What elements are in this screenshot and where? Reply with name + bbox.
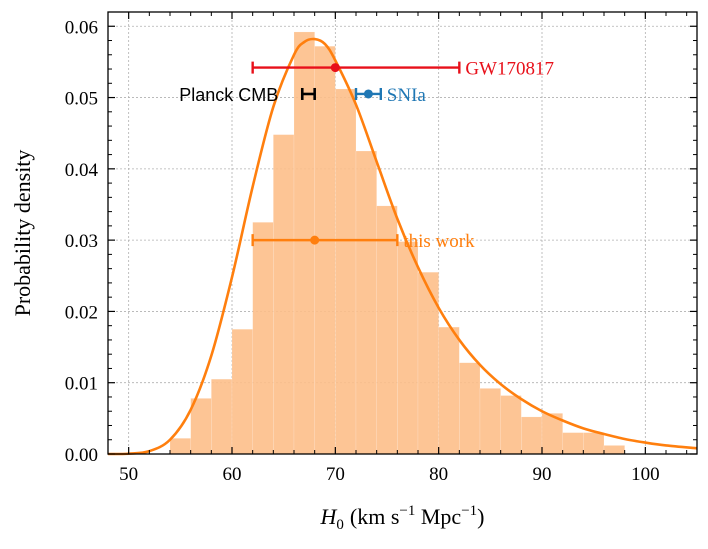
x-tick-label: 70 <box>326 464 345 485</box>
errorbar-label: Planck CMB <box>179 85 278 105</box>
x-tick-label: 90 <box>533 464 552 485</box>
x-axis-label-units-open: (km s <box>350 504 400 529</box>
errorbar-this-work: this work <box>251 231 475 252</box>
density-curve-line <box>107 37 698 456</box>
x-tick-label: 50 <box>119 464 138 485</box>
histogram-bar <box>252 222 274 455</box>
errorbar-center-point <box>330 63 340 73</box>
histogram-bars <box>169 31 625 455</box>
histogram-bar <box>417 272 439 455</box>
x-axis-label-units-mid: Mpc <box>415 504 461 529</box>
y-tick-label: 0.06 <box>65 17 98 38</box>
y-tick-label: 0.00 <box>65 445 98 466</box>
x-tick-labels: 50 60 70 80 90 100 <box>119 464 659 485</box>
histogram-bar <box>190 398 212 455</box>
histogram-bar <box>479 388 501 455</box>
x-axis-label-symbol: H <box>320 504 338 529</box>
x-tick-label: 100 <box>631 464 660 485</box>
histogram-bar <box>521 416 543 455</box>
x-axis-label-subscript: 0 <box>336 517 344 533</box>
y-tick-label: 0.02 <box>65 302 98 323</box>
errorbar-planck-cmb: Planck CMB <box>179 85 316 105</box>
histogram-bar <box>438 326 460 455</box>
histogram-bar <box>583 432 605 455</box>
errorbar-gw170817: GW170817 <box>251 59 554 80</box>
y-tick-label: 0.01 <box>65 374 98 395</box>
plot-frame <box>107 11 698 455</box>
axis-ticks <box>107 12 697 455</box>
histogram-bar <box>314 46 336 455</box>
y-tick-label: 0.04 <box>65 160 99 181</box>
errorbar-label: this work <box>403 231 475 252</box>
x-axis-label-superscript-1: −1 <box>399 503 415 519</box>
histogram-bar <box>376 205 398 455</box>
errorbar-label: GW170817 <box>465 59 554 80</box>
y-tick-label: 0.05 <box>65 89 98 110</box>
histogram-bar <box>211 378 233 455</box>
histogram-bar <box>335 88 357 455</box>
histogram-bar <box>603 445 625 455</box>
histogram-bar <box>397 241 419 455</box>
histogram-bar <box>459 362 481 455</box>
histogram-bar <box>231 329 253 455</box>
errorbar-center-point <box>310 235 320 245</box>
y-tick-labels: 0.00 0.01 0.02 0.03 0.04 0.05 0.06 <box>65 17 99 466</box>
histogram-bar <box>500 395 522 455</box>
x-axis-label-superscript-2: −1 <box>461 503 477 519</box>
x-axis-label: H0 (km s−1 Mpc−1) <box>320 503 485 533</box>
x-tick-label: 60 <box>223 464 242 485</box>
x-axis-label-units-close: ) <box>477 504 484 529</box>
histogram-bar <box>273 134 295 455</box>
y-tick-label: 0.03 <box>65 231 98 252</box>
density-curve <box>107 37 698 456</box>
errorbar-snia: SNIa <box>354 85 427 106</box>
histogram-bar <box>355 150 377 455</box>
y-axis-label: Probability density <box>10 150 35 317</box>
errorbar-label: SNIa <box>387 85 427 106</box>
histogram-bar <box>169 438 191 455</box>
histogram-bar <box>562 432 584 455</box>
x-tick-label: 80 <box>429 464 448 485</box>
errorbar-annotations: GW170817 Planck CMB SNIa this work <box>179 59 554 253</box>
errorbar-center-point <box>363 89 373 99</box>
